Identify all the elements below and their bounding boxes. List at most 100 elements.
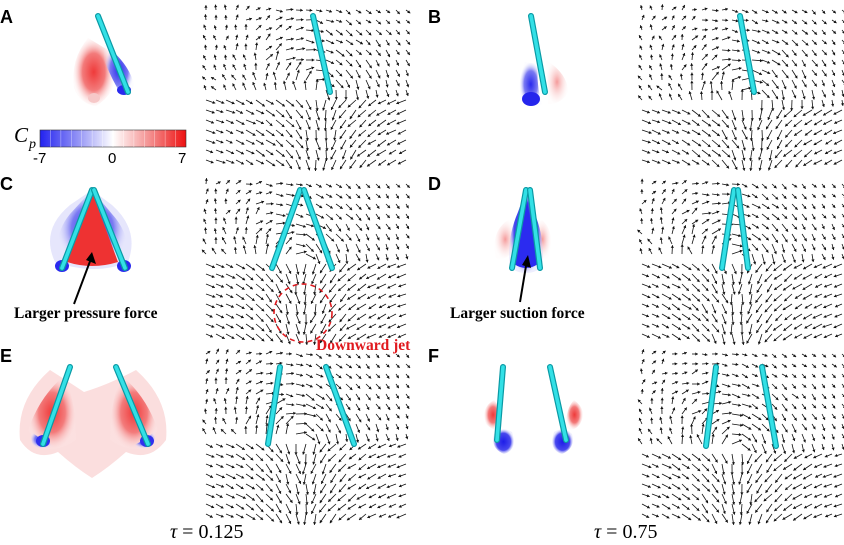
velocity-arrowhead: [280, 143, 283, 147]
velocity-arrowhead: [278, 490, 282, 494]
velocity-arrowhead: [716, 329, 720, 333]
velocity-arrowhead: [367, 466, 371, 469]
velocity-arrowhead: [288, 300, 292, 304]
velocity-arrowhead: [204, 178, 208, 181]
velocity-arrowhead: [766, 146, 770, 150]
velocity-arrowhead: [385, 427, 389, 431]
velocity-arrowhead: [803, 364, 807, 367]
velocity-arrowhead: [833, 325, 837, 329]
velocity-arrowhead: [657, 160, 661, 164]
velocity-arrowhead: [386, 215, 390, 218]
velocity-arrowhead: [668, 236, 672, 240]
velocity-arrowhead: [714, 426, 717, 430]
velocity-arrowhead: [686, 465, 690, 469]
velocity-arrowhead: [747, 28, 750, 32]
velocity-arrowhead: [337, 249, 340, 253]
velocity-arrowhead: [246, 215, 250, 219]
velocity-arrowhead: [822, 374, 826, 378]
velocity-arrowhead: [687, 317, 691, 320]
velocity-arrowhead: [276, 50, 280, 54]
velocity-arrowhead: [822, 194, 826, 198]
velocity-arrowhead: [754, 439, 757, 443]
velocity-arrowhead: [783, 287, 787, 291]
velocity-arrowhead: [822, 427, 826, 431]
velocity-arrowhead: [662, 189, 666, 193]
velocity-arrowhead: [660, 4, 664, 7]
velocity-arrowhead: [755, 364, 759, 368]
velocity-arrowhead: [320, 270, 323, 274]
velocity-arrowhead: [756, 395, 760, 399]
velocity-arrowhead: [639, 368, 643, 372]
velocity-arrowhead: [310, 248, 314, 252]
velocity-arrowhead: [304, 412, 307, 416]
velocity-arrowhead: [368, 505, 372, 509]
velocity-arrowhead: [733, 157, 737, 161]
velocity-arrowhead: [766, 126, 769, 130]
plate: [311, 14, 332, 94]
velocity-arrowhead: [824, 161, 828, 165]
velocity-arrowhead: [368, 315, 372, 319]
velocity-arrowhead: [376, 364, 380, 368]
velocity-arrowhead: [646, 274, 649, 278]
velocity-arrowhead: [396, 275, 400, 279]
velocity-arrowhead: [754, 195, 758, 198]
velocity-arrowhead: [347, 185, 351, 189]
velocity-arrowhead: [265, 73, 269, 76]
velocity-arrowhead: [745, 365, 749, 368]
velocity-arrowhead: [811, 259, 815, 262]
velocity-arrowhead: [311, 510, 314, 514]
velocity-arrowhead: [767, 289, 770, 293]
velocity-arrow: [841, 69, 844, 77]
velocity-arrowhead: [311, 271, 315, 275]
velocity-arrowhead: [756, 384, 760, 388]
velocity-arrowhead: [671, 226, 675, 230]
velocity-arrowhead: [249, 182, 253, 186]
velocity-arrowhead: [321, 471, 325, 475]
velocity-arrowhead: [759, 59, 763, 63]
velocity-arrowhead: [241, 447, 245, 450]
velocity-arrowhead: [337, 498, 341, 502]
velocity-arrowhead: [340, 85, 344, 89]
velocity-arrowhead: [749, 302, 753, 305]
velocity-arrowhead: [225, 358, 229, 362]
velocity-arrowhead: [802, 112, 806, 116]
velocity-arrowhead: [773, 185, 777, 189]
velocity-arrowhead: [662, 379, 665, 383]
velocity-arrowhead: [358, 21, 361, 25]
velocity-arrowhead: [804, 122, 808, 125]
velocity-arrowhead: [337, 260, 341, 263]
velocity-arrowhead: [785, 134, 789, 138]
velocity-arrowhead: [716, 479, 720, 483]
velocity-arrowhead: [783, 195, 787, 199]
velocity-arrowhead: [650, 417, 654, 421]
velocity-arrowhead: [249, 286, 253, 290]
velocity-arrowhead: [804, 505, 808, 509]
velocity-arrowhead: [713, 340, 717, 344]
velocity-arrowhead: [276, 424, 280, 428]
velocity-arrowhead: [269, 470, 272, 474]
velocity-arrowhead: [406, 84, 410, 88]
velocity-arrowhead: [653, 180, 657, 184]
velocity-arrowhead: [368, 75, 372, 79]
velocity-arrowhead: [814, 485, 817, 489]
velocity-arrowhead: [728, 393, 731, 397]
velocity-arrowhead: [671, 15, 675, 19]
velocity-arrowhead: [754, 21, 758, 24]
velocity-arrowhead: [677, 475, 681, 479]
velocity-arrowhead: [230, 304, 234, 308]
velocity-arrowhead: [397, 304, 401, 308]
velocity-arrowhead: [804, 455, 808, 459]
velocity-arrowhead: [784, 298, 788, 302]
velocity-arrowhead: [302, 244, 306, 248]
velocity-arrowhead: [295, 512, 299, 515]
velocity-arrowhead: [289, 499, 293, 503]
velocity-arrowhead: [803, 84, 807, 88]
velocity-arrowhead: [296, 69, 300, 73]
velocity-arrowhead: [687, 162, 691, 166]
velocity-arrowhead: [349, 144, 353, 148]
plate: [270, 188, 302, 270]
velocity-arrowhead: [812, 206, 816, 210]
velocity-arrowhead: [255, 42, 259, 46]
velocity-arrowhead: [338, 228, 341, 232]
velocity-arrowhead: [242, 457, 246, 460]
